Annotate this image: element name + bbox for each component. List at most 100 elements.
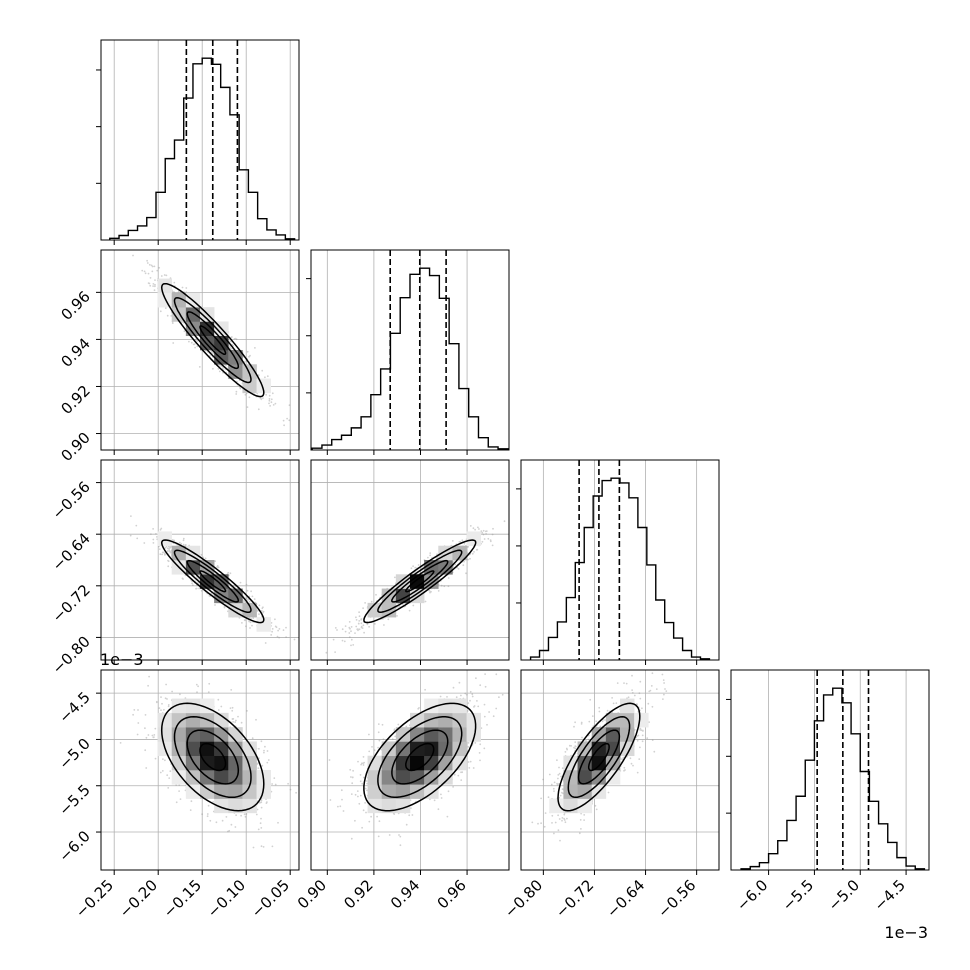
density-cell — [381, 741, 397, 757]
panel-content — [109, 40, 296, 240]
density-cell — [466, 712, 482, 728]
density-cell — [424, 741, 439, 757]
density-cell — [577, 798, 593, 814]
density-cell — [367, 755, 383, 771]
contour-0 — [405, 742, 435, 772]
density-cell — [171, 698, 187, 714]
density-cell — [438, 741, 453, 757]
panel-content — [311, 250, 509, 450]
density-cell — [157, 727, 173, 742]
density-cell — [466, 727, 482, 742]
density-cell — [228, 784, 243, 799]
panel-frame — [310, 669, 510, 871]
density-cell — [228, 364, 243, 379]
density-cell — [620, 741, 635, 757]
contour-0 — [587, 742, 610, 772]
panel-content — [119, 675, 298, 849]
density-cell — [395, 770, 411, 785]
contour-2 — [377, 549, 463, 614]
density-cell — [605, 727, 621, 742]
density-cell — [424, 712, 439, 728]
density-cell — [200, 727, 215, 742]
panel-content — [529, 460, 711, 660]
panel-0-0 — [96, 39, 300, 245]
density-cell — [591, 755, 607, 771]
contour-2 — [173, 297, 252, 384]
panel-frame — [520, 669, 720, 871]
density-cell — [466, 531, 482, 547]
exponent-label-x-p3: 1e−3 — [884, 923, 928, 942]
density-cell — [381, 798, 397, 814]
density-cell — [591, 727, 607, 742]
panel-frame — [310, 249, 510, 451]
contour-2 — [173, 549, 252, 614]
density-cell — [214, 784, 229, 799]
histogram-p0 — [109, 57, 296, 240]
density-cell — [410, 727, 425, 742]
panel-frame — [730, 669, 930, 871]
density-cell — [214, 798, 229, 814]
density-cell — [410, 755, 425, 771]
density-cell — [214, 755, 229, 771]
density-cell — [157, 292, 173, 308]
density-cell — [171, 770, 187, 785]
contour-0 — [199, 742, 227, 772]
histogram-p3 — [740, 687, 926, 870]
histogram-p1 — [311, 267, 509, 450]
density-cell — [452, 712, 467, 728]
density-cell — [620, 727, 635, 742]
density-cell — [577, 770, 593, 785]
density-cell — [228, 770, 243, 785]
density-cell — [185, 712, 201, 728]
density-cell — [256, 617, 272, 632]
density-cell — [157, 531, 173, 547]
density-cell — [242, 755, 257, 771]
density-cell — [367, 798, 383, 814]
density-cell — [424, 727, 439, 742]
density-cell — [242, 741, 257, 757]
panel-content — [129, 515, 296, 644]
density-cell — [367, 602, 383, 618]
panel-frame — [310, 459, 510, 661]
panel-frame — [520, 459, 720, 661]
contour-1 — [186, 559, 240, 603]
contour-1 — [391, 729, 449, 785]
contour-1 — [577, 729, 621, 785]
exponent-label-y-p3: 1e−3 — [100, 650, 144, 669]
density-cell — [438, 712, 453, 728]
density-cell — [214, 712, 229, 728]
panel-content — [132, 254, 291, 427]
density-cell — [185, 698, 201, 714]
contour-0 — [199, 325, 227, 355]
density-cell — [200, 784, 215, 799]
density-cell — [452, 698, 467, 714]
density-cell — [157, 278, 173, 294]
density-cell — [171, 712, 187, 728]
contour-1 — [186, 729, 240, 785]
density-cell — [438, 698, 453, 714]
contour-1 — [186, 311, 240, 370]
density-cell — [185, 784, 201, 799]
panel-2-2 — [516, 459, 720, 665]
density-cell — [367, 784, 383, 799]
density-cell — [242, 770, 257, 785]
contour-3 — [363, 702, 477, 812]
density-cell — [256, 784, 272, 799]
density-cell — [549, 798, 564, 814]
contour-3 — [363, 539, 477, 624]
panel-frame — [100, 249, 300, 451]
density-cell — [452, 545, 467, 561]
density-cell — [410, 741, 425, 757]
contour-3 — [160, 702, 265, 812]
panel-frame — [100, 39, 300, 241]
density-cell — [228, 755, 243, 771]
density-cell — [185, 307, 201, 322]
contour-1 — [391, 559, 449, 603]
density-cell — [214, 741, 229, 757]
density-cell — [381, 770, 397, 785]
panel-frame — [100, 669, 300, 871]
panel-content — [740, 670, 926, 870]
contour-2 — [173, 716, 252, 799]
